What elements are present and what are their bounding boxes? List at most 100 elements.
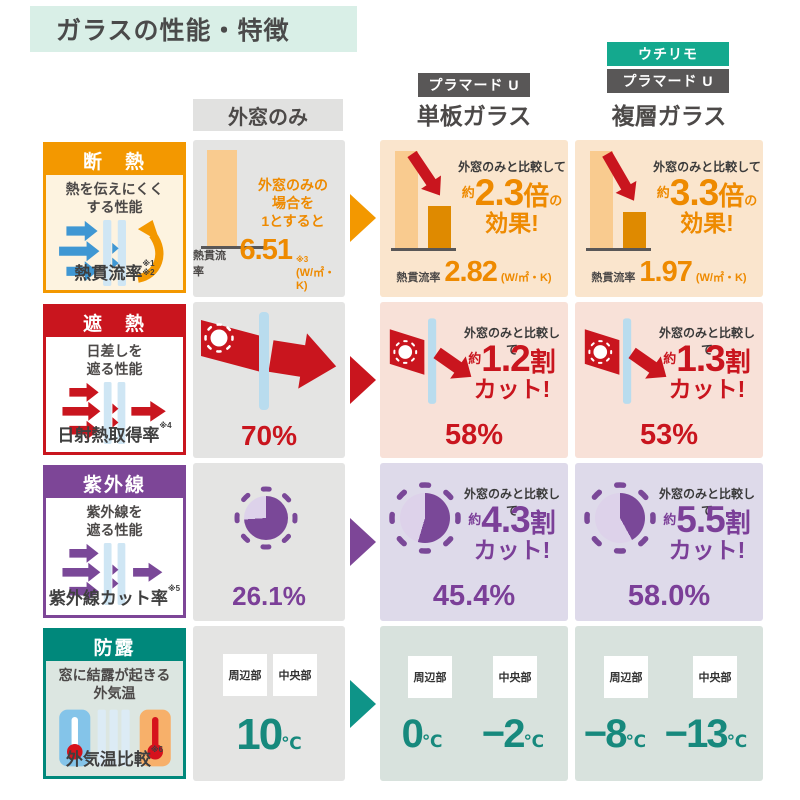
compare-note: 外窓のみと比較して xyxy=(458,160,566,174)
ratio-single-heatshield: 約 1.2 割 xyxy=(468,338,556,379)
sun-icon xyxy=(593,345,608,359)
single-panel-uv: 外窓のみと比較して 約 4.3 割 カット! 45.4% xyxy=(380,463,568,621)
badge-plamade-double: プラマード U xyxy=(607,69,729,93)
label-card-heatshield: 遮 熱 日差しを 遮る性能 日射熱取得率※4 xyxy=(43,304,186,455)
label-card-insulation: 断 熱 熱を伝えにくく する性能 熱貫流率※1 ※2 xyxy=(43,142,186,293)
label-card-dew: 防露 窓に結露が起きる 外気温 外気温比較※6 xyxy=(43,628,186,779)
cut-label: カット! xyxy=(473,537,551,563)
double-panel-heatshield: 外窓のみと比較して 約 1.3 割 カット! 53% xyxy=(575,302,763,458)
single-panel-dew: 周辺部 中央部 0 ℃ −2 ℃ xyxy=(380,626,568,781)
baseline-panel-dew: 周辺部 中央部 10 ℃ xyxy=(193,626,345,781)
value-ref: ※3 xyxy=(295,255,309,264)
ratio-single-uv: 約 4.3 割 xyxy=(468,499,556,540)
column-header-baseline: 外窓のみ xyxy=(193,99,343,131)
row-metric-insulation: 熱貫流率※1 ※2 xyxy=(74,259,155,283)
axis-line xyxy=(586,248,651,251)
column-name-double: 複層ガラス xyxy=(611,103,727,129)
ratio-double-heatshield: 約 1.3 割 xyxy=(663,338,751,379)
edge-label: 周辺部 xyxy=(408,656,452,698)
comparison-bar-light xyxy=(395,151,418,248)
row-desc-heatshield: 日差しを 遮る性能 xyxy=(86,343,143,378)
sun-heat-arrow-icon xyxy=(201,312,337,410)
exit-arrow-icon xyxy=(130,401,166,422)
center-label: 中央部 xyxy=(493,656,537,698)
glass-pane xyxy=(428,318,437,404)
uv-pie xyxy=(244,496,288,540)
baseline-panel-insulation: 外窓のみの 場合を 1とすると 熱貫流率 6.51 ※3 (W/㎡・K) xyxy=(193,140,345,297)
row-desc-insulation: 熱を伝えにくく する性能 xyxy=(65,181,164,216)
row-desc-uv: 紫外線を 遮る性能 xyxy=(86,504,143,539)
flow-arrow-heatshield-icon xyxy=(350,356,376,404)
cut-label: カット! xyxy=(473,376,551,402)
temp-edge-single: 0 ℃ xyxy=(401,712,443,756)
comparison-bar-light xyxy=(590,151,613,248)
glass-pane xyxy=(117,220,126,287)
uv-double: 58.0% xyxy=(627,580,711,612)
comparison-bar-dark xyxy=(623,212,646,248)
metric-refs: ※4 xyxy=(159,421,172,430)
center-label: 中央部 xyxy=(273,654,317,696)
sun-heat-cut-icon xyxy=(584,318,667,404)
sun-icon xyxy=(210,329,228,347)
sun-pie-icon xyxy=(386,479,464,557)
ratio-double-uv: 約 5.5 割 xyxy=(663,499,751,540)
ratio-single-insulation: 約 2.3 倍の xyxy=(461,172,563,213)
uv-pie xyxy=(595,493,645,543)
edge-label: 周辺部 xyxy=(223,654,267,696)
glass-pane xyxy=(120,710,130,767)
flow-arrow-insulation-icon xyxy=(350,194,376,242)
compare-note: 外窓のみと比較して xyxy=(463,326,560,357)
axis-line xyxy=(391,248,456,251)
temp-center-double: −13 ℃ xyxy=(664,712,748,756)
cut-label: カット! xyxy=(668,376,746,402)
axis-line xyxy=(201,246,267,249)
metric-refs: ※1 ※2 xyxy=(142,259,155,278)
down-arrow-icon xyxy=(602,151,637,201)
glass-pane xyxy=(117,382,125,445)
single-panel-insulation: 外窓のみと比較して 約 2.3 倍の 効果! 熱貫流率 2.82 (W/㎡・K) xyxy=(380,140,568,297)
row-metric-heatshield: 日射熱取得率※4 xyxy=(57,421,172,445)
sun-pie-icon xyxy=(231,483,301,553)
u-value-single: 熱貫流率 2.82 (W/㎡・K) xyxy=(396,256,552,288)
temp-center-single: −2 ℃ xyxy=(481,712,545,756)
glass-pane xyxy=(109,710,118,767)
effect-label: 効果! xyxy=(680,210,734,236)
sun-pie-icon xyxy=(581,479,659,557)
glass-pane xyxy=(623,318,632,404)
compare-note: 外窓のみと比較して xyxy=(658,326,755,357)
sun-icon xyxy=(398,345,413,359)
uv-pie xyxy=(400,493,450,543)
thermometer-icon xyxy=(151,717,158,749)
edge-label: 周辺部 xyxy=(604,656,648,698)
center-label: 中央部 xyxy=(693,656,737,698)
baseline-note: 外窓のみの 場合を 1とすると xyxy=(258,177,328,230)
column-name-single: 単板ガラス xyxy=(416,103,532,129)
page-title-text: ガラスの性能・特徴 xyxy=(56,17,290,45)
double-panel-dew: 周辺部 中央部 −8 ℃ −13 ℃ xyxy=(575,626,763,781)
u-value-baseline: 熱貫流率 6.51 ※3 (W/㎡・K) xyxy=(193,234,336,292)
temp-edge-double: −8 ℃ xyxy=(583,712,647,756)
glass-pane xyxy=(103,382,112,445)
compare-note: 外窓のみと比較して xyxy=(653,160,761,174)
temp-baseline: 10 ℃ xyxy=(236,710,302,759)
uv-single: 45.4% xyxy=(432,580,516,612)
exit-arrow-icon xyxy=(132,563,162,583)
row-metric-uv: 紫外線カット率※5 xyxy=(48,584,181,608)
ratio-double-insulation: 約 3.3 倍の xyxy=(656,172,758,213)
metric-refs: ※5 xyxy=(167,584,181,593)
cut-label: カット! xyxy=(668,537,746,563)
compare-note: 外窓のみと比較して xyxy=(658,487,755,518)
badge-uchirimo: ウチリモ xyxy=(607,42,729,66)
row-title-dew: 防露 xyxy=(46,631,183,661)
single-panel-heatshield: 外窓のみと比較して 約 1.2 割 カット! 58% xyxy=(380,302,568,458)
thermometers-icon xyxy=(58,710,171,767)
double-panel-insulation: 外窓のみと比較して 約 3.3 倍の 効果! 熱貫流率 1.97 (W/㎡・K) xyxy=(575,140,763,297)
uv-baseline: 26.1% xyxy=(232,581,306,611)
comparison-bar-dark xyxy=(428,206,451,248)
label-card-uv: 紫外線 紫外線を 遮る性能 紫外線カット率※5 xyxy=(43,465,186,618)
badge-plamade-single: プラマード U xyxy=(418,73,530,97)
uv-arrows-icon xyxy=(61,543,162,606)
effect-label: 効果! xyxy=(485,210,539,236)
glass-pane xyxy=(103,543,112,606)
shgc-double: 53% xyxy=(639,419,699,451)
